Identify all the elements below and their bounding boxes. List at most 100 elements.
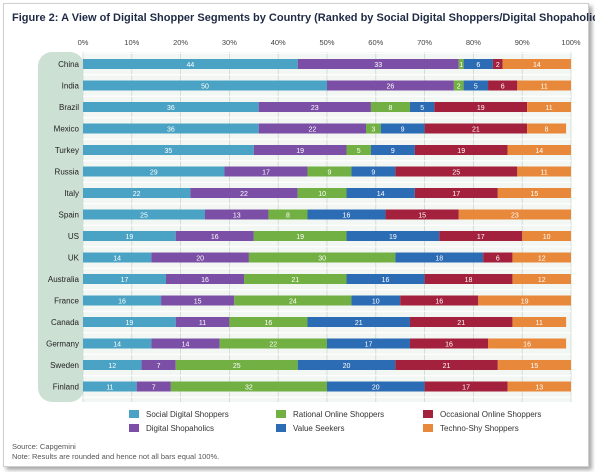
data-label: 19 <box>457 148 465 155</box>
bar-segment <box>497 360 571 370</box>
bar-segment <box>258 102 371 112</box>
bar-segment <box>83 252 152 263</box>
data-label: 21 <box>291 277 299 284</box>
data-label: 20 <box>343 363 351 370</box>
bar-segment <box>414 188 498 198</box>
bar-segment <box>409 338 489 349</box>
data-label: 10 <box>543 234 551 241</box>
data-label: 21 <box>472 126 480 133</box>
bar-segment <box>527 123 567 134</box>
bar-segment <box>512 274 571 284</box>
data-label: 7 <box>157 363 161 370</box>
data-label: 50 <box>201 83 209 90</box>
data-label: 14 <box>113 255 121 262</box>
bar-segment <box>83 295 162 306</box>
bar-segment <box>248 252 396 263</box>
data-label: 18 <box>435 255 443 262</box>
data-label: 16 <box>435 298 443 305</box>
bar-segment <box>346 188 415 198</box>
data-label: 19 <box>296 148 304 155</box>
data-label: 26 <box>387 83 395 90</box>
bar-segment <box>434 102 528 112</box>
legend-label: Digital Shopaholics <box>146 423 215 433</box>
data-label: 33 <box>374 62 382 69</box>
bar-segment <box>380 123 425 134</box>
legend-label: Rational Online Shoppers <box>293 409 385 419</box>
x-tick-label: 40% <box>271 38 286 47</box>
data-label: 9 <box>391 148 395 155</box>
bar-segment <box>307 166 352 177</box>
legend-item: Rational Online Shoppers <box>276 408 384 420</box>
data-label: 15 <box>418 212 426 219</box>
bar-segment <box>346 145 371 155</box>
country-label: US <box>68 232 79 241</box>
legend-label: Value Seekers <box>293 423 345 433</box>
bar-segment <box>395 360 498 370</box>
data-label: 16 <box>445 341 453 348</box>
bar-segment <box>136 381 171 392</box>
bar-segment <box>327 80 454 91</box>
bar-segment <box>400 295 479 306</box>
bar-segment <box>205 209 269 220</box>
bar-segment <box>83 209 205 220</box>
data-label: 29 <box>150 169 158 176</box>
figure-frame: Figure 2: A View of Digital Shopper Segm… <box>3 3 595 467</box>
x-tick-label: 90% <box>515 38 530 47</box>
data-label: 13 <box>535 384 543 391</box>
legend-item: Social Digital Shoppers <box>129 408 229 420</box>
legend-label: Techno-Shy Shoppers <box>440 423 519 433</box>
bar-segment <box>497 188 571 198</box>
source-note: Source: Capgemini <box>12 442 76 451</box>
data-label: 20 <box>196 255 204 262</box>
bar-segment <box>83 123 259 134</box>
country-label: India <box>62 82 80 91</box>
data-label: 19 <box>521 298 529 305</box>
bar-segment <box>327 338 410 349</box>
x-tick-label: 100% <box>561 38 581 47</box>
data-label: 36 <box>167 105 175 112</box>
bar-segment <box>224 166 308 177</box>
bar-segment <box>83 59 298 69</box>
data-label: 23 <box>511 212 519 219</box>
data-label: 18 <box>465 277 473 284</box>
data-label: 5 <box>357 148 361 155</box>
data-label: 30 <box>318 255 326 262</box>
data-label: 25 <box>140 212 148 219</box>
data-label: 17 <box>462 384 470 391</box>
bar-segment <box>517 166 571 177</box>
data-label: 24 <box>289 298 297 305</box>
country-label: France <box>54 297 79 306</box>
legend-item: Techno-Shy Shoppers <box>423 422 519 434</box>
bar-segment <box>83 338 152 349</box>
bar-segment <box>463 59 493 69</box>
data-label: 16 <box>382 277 390 284</box>
data-label: 15 <box>531 363 539 370</box>
bar-segment <box>253 145 347 155</box>
data-label: 8 <box>388 105 392 112</box>
bar-segment <box>307 317 410 327</box>
x-tick-label: 30% <box>222 38 237 47</box>
bar-segment <box>409 102 435 112</box>
data-label: 11 <box>106 384 113 391</box>
data-label: 15 <box>194 298 202 305</box>
data-label: 16 <box>523 341 531 348</box>
data-label: 21 <box>457 320 465 327</box>
data-label: 5 <box>474 83 478 90</box>
bar-segment <box>424 123 528 134</box>
data-label: 16 <box>201 277 209 284</box>
bar-segment <box>512 317 567 327</box>
legend-swatch <box>423 410 433 418</box>
legend-swatch <box>423 424 433 432</box>
data-label: 8 <box>286 212 290 219</box>
stacked-bar-chart: 0% 10% 20% 30% 40% 50% 60% 70% 80% 90% 100% China 44… <box>38 38 581 402</box>
data-label: 19 <box>125 320 133 327</box>
data-label: 35 <box>165 148 173 155</box>
data-label: 11 <box>536 320 543 327</box>
data-label: 19 <box>477 105 485 112</box>
bar-segment <box>512 252 571 263</box>
data-label: 17 <box>477 234 485 241</box>
bar-segment <box>83 317 176 327</box>
data-label: 9 <box>327 169 331 176</box>
legend-item: Occasional Online Shoppers <box>423 408 541 420</box>
country-label: UK <box>68 254 80 263</box>
